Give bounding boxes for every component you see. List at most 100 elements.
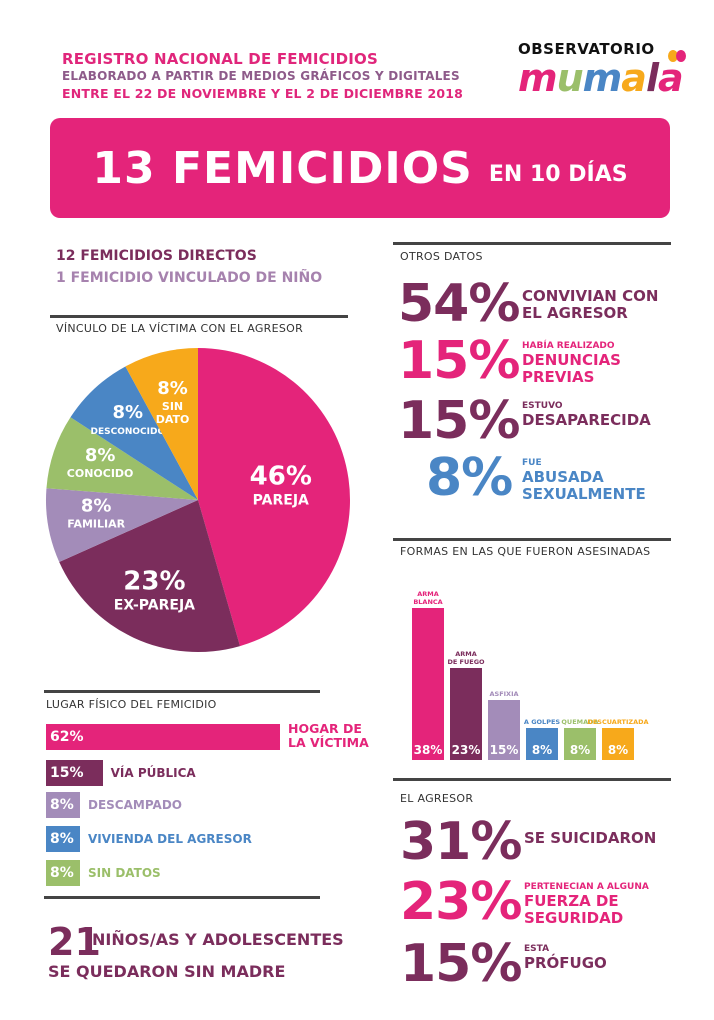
agresor-pct: 31% [400, 812, 522, 872]
pie-category-label: PAREJA [253, 492, 309, 508]
header-dates: ENTRE EL 22 DE NOVIEMBRE Y EL 2 DE DICIE… [62, 86, 464, 101]
bar-category-label: ARMA [417, 590, 439, 598]
divider [44, 896, 320, 899]
section-title-otros: OTROS DATOS [400, 250, 483, 263]
pie-slice-familiar [45, 488, 198, 562]
divider [393, 242, 671, 245]
agresor-label: FUERZA DE SEGURIDAD [524, 892, 624, 927]
children-line1: NIÑOS/AS Y ADOLESCENTES [92, 930, 344, 949]
mumala-logo: OBSERVATORIO mumala [518, 40, 688, 110]
bar-category-label: BLANCA [413, 598, 442, 606]
bar-asfixia [488, 700, 520, 760]
bar-category-label: A GOLPES [524, 718, 561, 726]
headline-banner: 13 FEMICIDIOS EN 10 DÍAS [50, 118, 670, 218]
lugar-row: 62% HOGAR DE LA VÍCTIMA [46, 722, 369, 750]
logo-observatorio-text: OBSERVATORIO [518, 40, 655, 58]
agresor-label: PRÓFUGO [524, 954, 607, 972]
otros-small-label: FUE [522, 458, 542, 468]
lugar-label: VÍA PÚBLICA [110, 766, 196, 780]
lugar-bar: 62% [46, 724, 280, 750]
agresor-label: SE SUICIDARON [524, 829, 657, 847]
otros-pct: 54% [398, 274, 520, 334]
pie-category-label: FAMILIAR [67, 518, 125, 531]
headline-count: 13 FEMICIDIOS [92, 142, 473, 194]
pie-pct-label: 8% [85, 445, 116, 466]
pie-slice-conocido [46, 417, 198, 500]
pie-slice-sin-dato [125, 348, 198, 500]
bar-arma-blanca [412, 608, 444, 760]
linked-femicides: 1 FEMICIDIO VINCULADO DE NIÑO [56, 270, 323, 286]
bar-value-label: 8% [532, 743, 552, 757]
pie-category-label: SIN [162, 400, 183, 413]
otros-label: DESAPARECIDA [522, 411, 651, 429]
pie-pct-label: 8% [81, 496, 112, 517]
otros-label: ABUSADA SEXUALMENTE [522, 468, 646, 503]
pie-category-label: DATO [156, 413, 190, 426]
pie-category-label: EX-PAREJA [114, 598, 195, 614]
agresor-pct: 23% [400, 872, 522, 932]
bar-descuartizada [602, 728, 634, 760]
lugar-label: DESCAMPADO [88, 798, 182, 812]
section-title-vinculo: VÍNCULO DE LA VÍCTIMA CON EL AGRESOR [56, 322, 304, 335]
lugar-bar: 8% [46, 826, 80, 852]
section-title-formas: FORMAS EN LAS QUE FUERON ASESINADAS [400, 545, 651, 558]
headline-period: EN 10 DÍAS [488, 161, 628, 187]
pie-pct-label: 46% [250, 461, 312, 491]
bar-category-label: ARMA [455, 650, 477, 658]
bar-value-label: 15% [490, 743, 519, 757]
pie-pct-label: 8% [113, 402, 144, 423]
lugar-bar: 8% [46, 792, 80, 818]
bar-value-label: 23% [452, 743, 481, 757]
lugar-label: VIVIENDA DEL AGRESOR [88, 832, 252, 846]
pie-slice-pareja [198, 348, 350, 647]
pie-chart-vinculo: 46%PAREJA23%EX-PAREJA8%FAMILIAR8%CONOCID… [45, 348, 350, 652]
bar-value-label: 8% [570, 743, 590, 757]
butterfly-icon [668, 50, 686, 62]
bar-value-label: 38% [414, 743, 443, 757]
children-count: 21 [48, 920, 101, 964]
lugar-label: HOGAR DE LA VÍCTIMA [288, 721, 369, 750]
bar-a-golpes [526, 728, 558, 760]
children-line2: SE QUEDARON SIN MADRE [48, 962, 286, 981]
lugar-bar: 15% [46, 760, 103, 786]
bar-category-label: ASFIXIA [489, 690, 518, 698]
header-title: REGISTRO NACIONAL DE FEMICIDIOS [62, 50, 378, 68]
otros-label: DENUNCIAS PREVIAS [522, 351, 621, 386]
bar-value-label: 8% [608, 743, 628, 757]
divider [393, 538, 671, 541]
section-title-lugar: LUGAR FÍSICO DEL FEMICIDIO [46, 698, 217, 711]
pie-category-label: DESCONOCIDO [90, 427, 165, 437]
bar-category-label: DESCUARTIZADA [587, 718, 648, 726]
lugar-row: 8% VIVIENDA DEL AGRESOR [46, 826, 252, 852]
pie-slice-ex-pareja [59, 500, 240, 652]
pie-pct-label: 23% [123, 567, 185, 597]
bar-arma-de-fuego [450, 668, 482, 760]
divider [44, 690, 320, 693]
divider [50, 315, 348, 318]
lugar-label: SIN DATOS [88, 866, 161, 880]
header-subtitle: ELABORADO A PARTIR DE MEDIOS GRÁFICOS Y … [62, 69, 460, 83]
bar-category-label: DE FUEGO [447, 658, 485, 666]
otros-pct: 15% [398, 331, 520, 391]
direct-femicides: 12 FEMICIDIOS DIRECTOS [56, 248, 257, 264]
bar-category-label: QUEMADA [561, 718, 598, 726]
pie-slice-desconocido [70, 366, 198, 500]
lugar-row: 8% DESCAMPADO [46, 792, 182, 818]
lugar-row: 8% SIN DATOS [46, 860, 161, 886]
lugar-bar: 8% [46, 860, 80, 886]
section-title-agresor: EL AGRESOR [400, 792, 474, 805]
logo-mumala-text: mumala [518, 56, 684, 100]
agresor-small-label: PERTENECIAN A ALGUNA [524, 882, 649, 892]
lugar-row: 15% VÍA PÚBLICA [46, 760, 196, 786]
otros-small-label: ESTUVO [522, 401, 563, 411]
otros-small-label: HABÍA REALIZADO [522, 341, 615, 351]
bar-quemada [564, 728, 596, 760]
agresor-pct: 15% [400, 934, 522, 994]
divider [393, 778, 671, 781]
otros-pct: 15% [398, 391, 520, 451]
otros-label: CONVIVIAN CON EL AGRESOR [522, 287, 659, 322]
pie-pct-label: 8% [157, 378, 188, 399]
agresor-small-label: ESTA [524, 944, 550, 954]
pie-category-label: CONOCIDO [67, 467, 134, 480]
